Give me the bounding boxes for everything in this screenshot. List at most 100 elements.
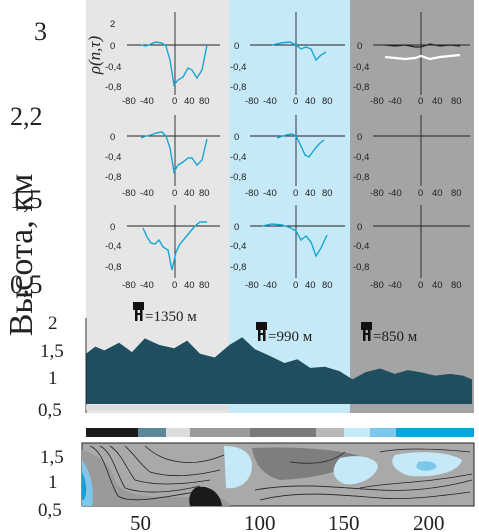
xtick: 0: [172, 188, 177, 199]
xtick: 40: [184, 188, 195, 199]
scale-segment: [396, 428, 474, 437]
station-label: =850 м: [373, 329, 418, 345]
ytick: -0,8: [230, 82, 246, 93]
ytick: 2: [110, 19, 115, 30]
curve-gray-1: [140, 41, 208, 87]
scale-segment: [138, 428, 166, 437]
contour-region: [252, 447, 360, 480]
y-axis-title: Высота, км: [3, 174, 40, 337]
mini-panel-gray-2: 0 -0,4 -0,8 -80 -40 0 40 80: [105, 115, 220, 199]
xtick: 80: [451, 96, 462, 107]
xtick: -40: [263, 280, 277, 291]
contour-region: [224, 446, 252, 489]
scale-segment: [344, 428, 370, 437]
contour-region: [189, 486, 222, 506]
profile-ytick-2: 2: [48, 313, 58, 334]
xtick: 0: [418, 280, 423, 291]
curve-gray-2: [140, 131, 208, 175]
mini-panel-dark-2: 0 -0,4 -0,8 -80 -40 0 40 80: [353, 115, 470, 199]
xtick: 80: [322, 280, 333, 291]
station-3: =850 м: [361, 322, 418, 345]
ytick: 0: [357, 222, 362, 233]
xtick: -80: [370, 280, 384, 291]
curve-dark-1-white: [384, 53, 461, 61]
ytick: 0: [234, 132, 239, 143]
ytick: -0,4: [105, 241, 121, 252]
xtick: -40: [263, 96, 277, 107]
ytick: 0: [234, 41, 239, 52]
xtick: -80: [370, 96, 384, 107]
station-marker-icon: [256, 322, 267, 341]
xtick: 0: [418, 96, 423, 107]
xtick: 40: [305, 188, 316, 199]
ytick: -0,8: [230, 262, 246, 273]
xtick: 80: [199, 188, 210, 199]
mini-panel-gray-3: 0 -0,4 -0,8 -80 -40 0 40 80: [105, 205, 220, 291]
contour-ytick-1-5: 1,5: [40, 447, 64, 468]
xtick: 40: [432, 188, 443, 199]
scale-segment: [370, 428, 396, 437]
contour-region: [333, 456, 378, 485]
contour-region: [416, 461, 437, 471]
contour-xtick-150: 150: [328, 511, 360, 532]
contour-ytick-1: 1: [48, 472, 58, 493]
ytick: -0,4: [230, 152, 246, 163]
ytick: -0,8: [105, 172, 121, 183]
ytick: -0,8: [105, 82, 121, 93]
station-2: =990 м: [256, 322, 313, 345]
ytick: -0,4: [105, 152, 121, 163]
panel-ylabel: ρ(n,τ): [85, 36, 104, 76]
mini-panel-dark-1: 0 -0,4 -0,8 -80 -40 0 40 80: [353, 12, 470, 107]
ytick: 0: [357, 41, 362, 52]
curve-blue-3: [261, 223, 328, 258]
ytick: -0,4: [353, 62, 369, 73]
xtick: 40: [305, 280, 316, 291]
xtick: 0: [418, 188, 423, 199]
ytick: -0,4: [105, 62, 121, 73]
ytick: 0: [110, 132, 115, 143]
curve-gray-3: [142, 221, 207, 271]
contour-ytick-0-5: 0,5: [38, 500, 62, 521]
xtick: -40: [388, 96, 402, 107]
xtick: -40: [388, 280, 402, 291]
contour-field: [81, 442, 475, 507]
xtick: -40: [140, 188, 154, 199]
xtick: 0: [172, 96, 177, 107]
xtick: -80: [245, 188, 259, 199]
mini-panel-blue-3: 0 -0,4 -0,8 -80 -40 0 40 80: [230, 205, 345, 291]
profile-ytick-1: 1: [48, 368, 58, 389]
mini-panel-gray-1: 2 0 -0,4 -0,8 -80 -40 0 40 80: [105, 12, 220, 107]
ytick: -0,4: [230, 62, 246, 73]
contour-xtick-200: 200: [413, 511, 445, 532]
ytick: -0,4: [353, 241, 369, 252]
xtick: -80: [245, 96, 259, 107]
xtick: -40: [263, 188, 277, 199]
station-label: =1350 м: [145, 309, 197, 325]
xtick: 0: [293, 96, 298, 107]
xtick: 0: [172, 280, 177, 291]
dark-column-bg: [350, 0, 474, 413]
contour-xtick-100: 100: [244, 511, 276, 532]
xtick: -80: [370, 188, 384, 199]
xtick: -80: [122, 96, 136, 107]
station-label: =990 м: [268, 329, 313, 345]
mini-panel-dark-3: 0 -0,4 -0,8 -80 -40 0 40 80: [353, 205, 470, 291]
left-tick-0-5: 0,5: [10, 270, 43, 299]
xtick: -40: [140, 280, 154, 291]
strip-blue: [229, 405, 350, 410]
ytick: 0: [110, 41, 115, 52]
left-tick-1-5: 1,5: [10, 185, 43, 214]
xtick: -80: [122, 280, 136, 291]
left-tick-3: 3: [34, 17, 47, 46]
scale-segment: [250, 428, 316, 437]
ytick: -0,4: [230, 241, 246, 252]
xtick: 40: [305, 96, 316, 107]
contour-region: [82, 450, 230, 506]
contour-lines: [89, 445, 473, 501]
ytick: -0,4: [353, 152, 369, 163]
xtick: 80: [451, 188, 462, 199]
xtick: -40: [140, 96, 154, 107]
ytick: -0,8: [353, 172, 369, 183]
scale-segment: [190, 428, 250, 437]
